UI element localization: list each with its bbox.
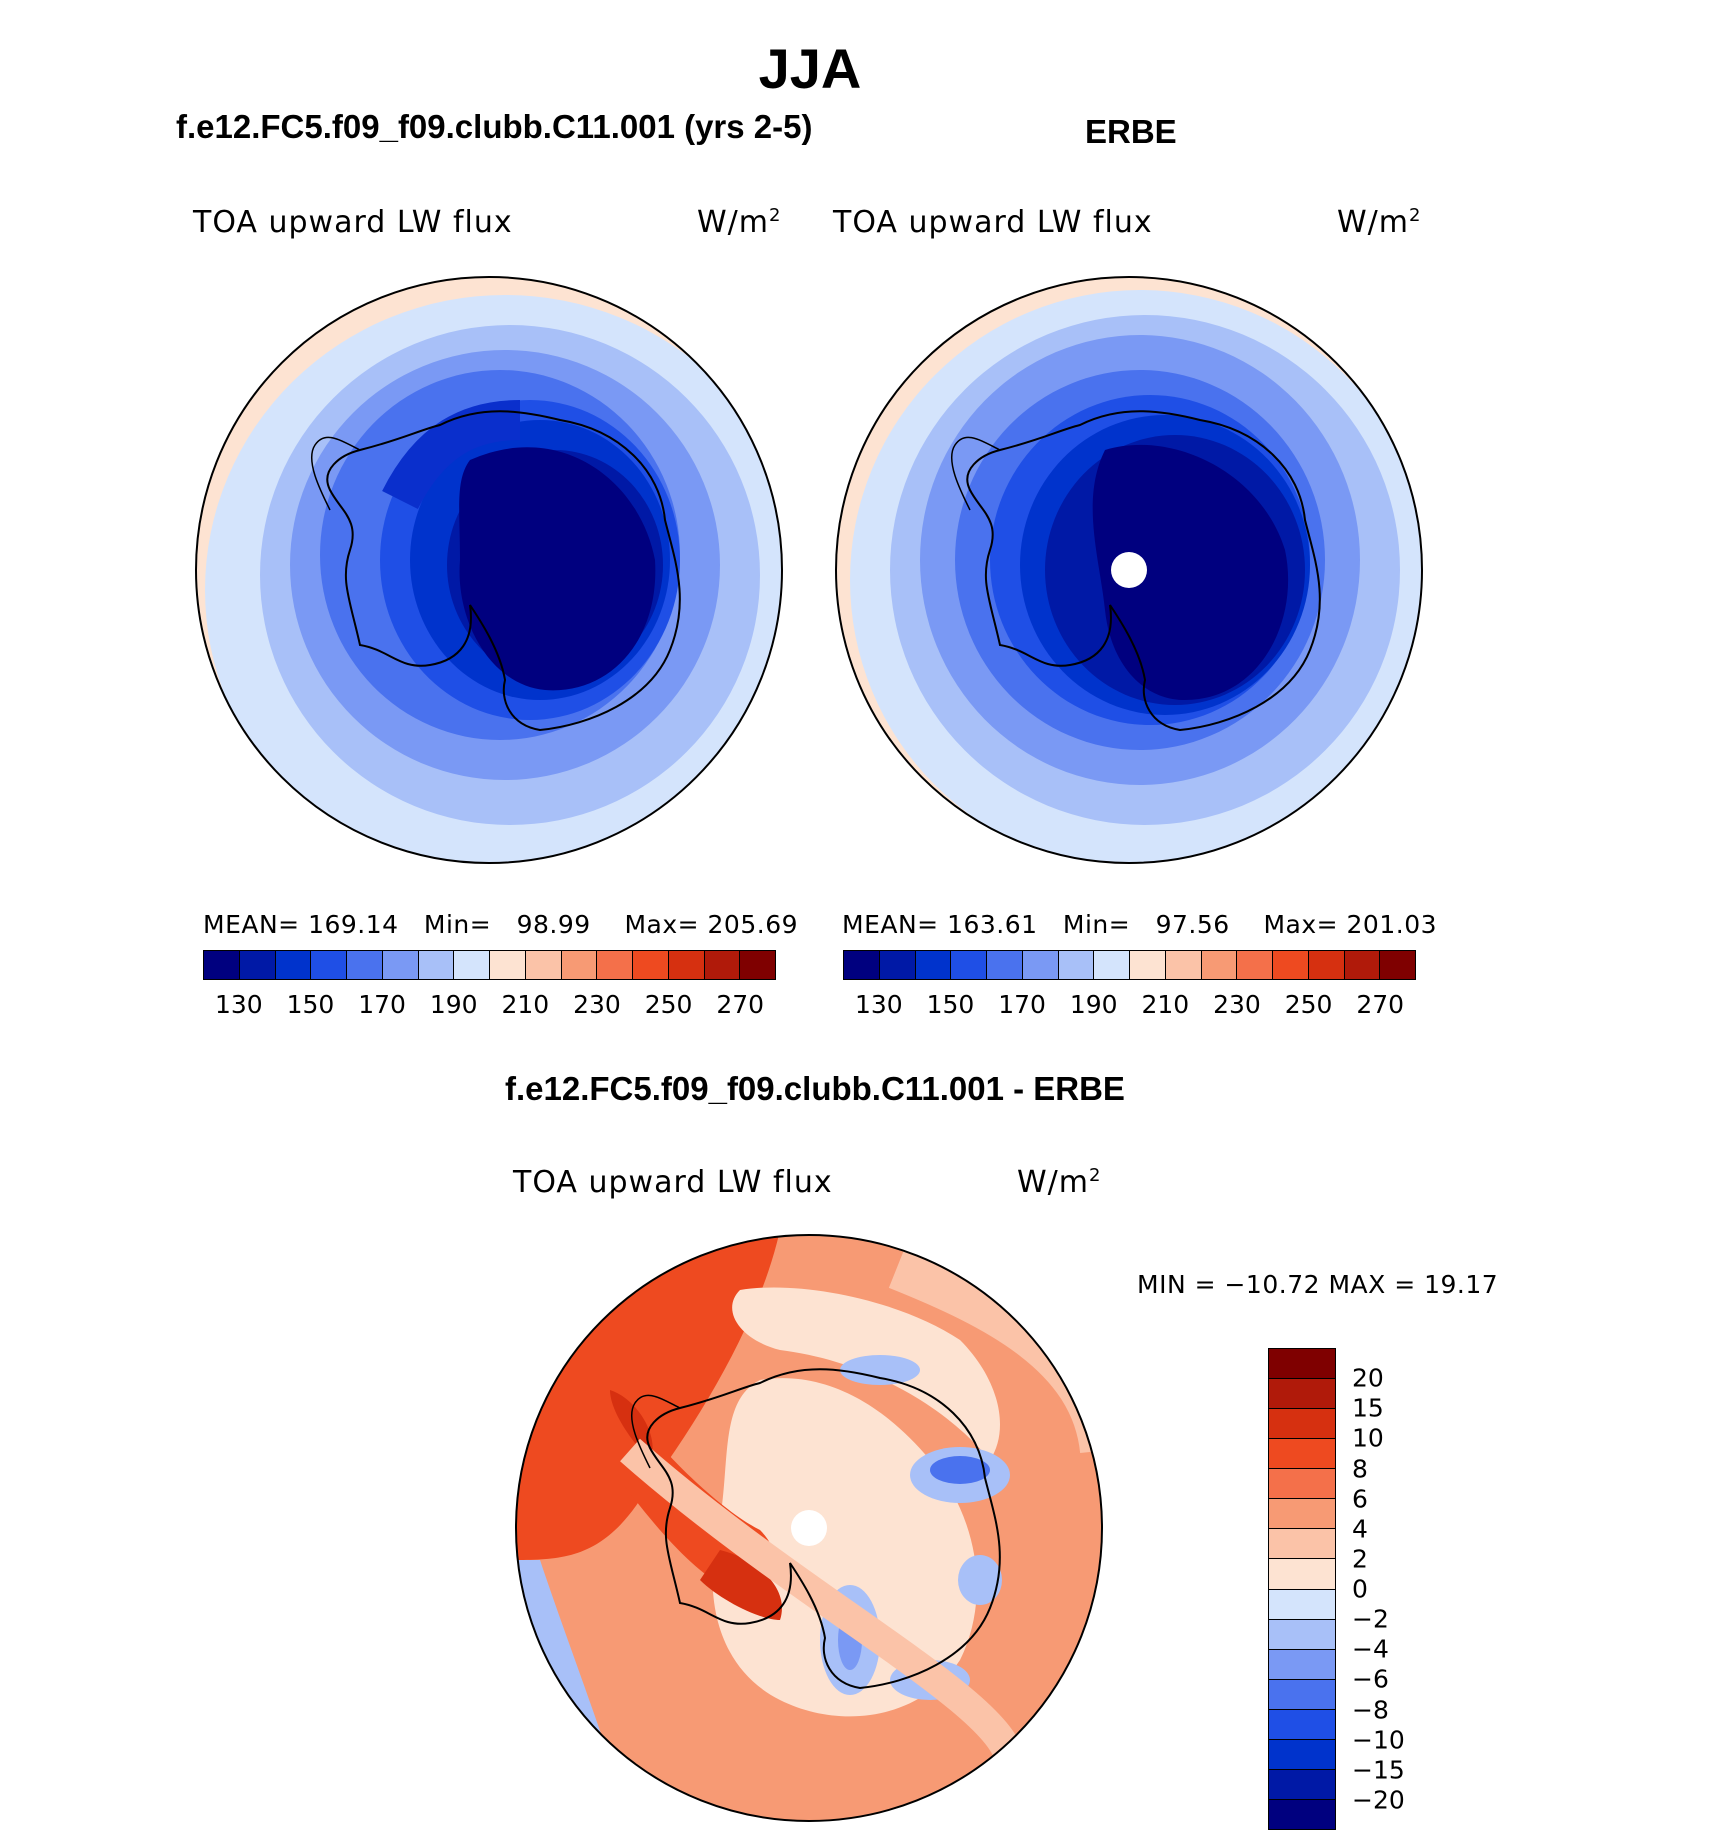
colorbar-swatch	[311, 951, 347, 979]
colorbar-swatch	[1269, 1619, 1335, 1650]
colorbar-tick-label: 210	[501, 990, 550, 1019]
colorbar-swatch	[844, 951, 880, 979]
obs-stats: MEAN= 163.61 Min= 97.56 Max= 201.03	[842, 910, 1438, 939]
colorbar-swatch	[1130, 951, 1166, 979]
colorbar-tick-label: 170	[358, 990, 406, 1019]
colorbar-swatch	[633, 951, 669, 979]
colorbar-swatch	[454, 951, 490, 979]
colorbar-swatch	[1058, 951, 1095, 979]
colorbar-swatch	[1269, 1709, 1335, 1740]
colorbar-swatch	[418, 951, 455, 979]
colorbar-tick-label: 250	[644, 990, 693, 1019]
colorbar-swatch	[597, 951, 633, 979]
colorbar-tick-label: 230	[1213, 990, 1261, 1019]
colorbar-tick-label: 150	[286, 990, 335, 1019]
colorbar-swatch	[1269, 1739, 1335, 1770]
obs-units-label: W/m2	[1337, 205, 1422, 240]
colorbar-swatch	[668, 951, 705, 979]
colorbar-swatch	[704, 951, 741, 979]
colorbar-tick-label: −10	[1352, 1725, 1405, 1755]
colorbar-tick-label: −2	[1352, 1604, 1389, 1634]
colorbar-swatch	[1273, 951, 1309, 979]
colorbar-swatch	[915, 951, 952, 979]
colorbar-swatch	[1269, 1529, 1335, 1560]
colorbar-tick-label: 10	[1352, 1423, 1384, 1453]
obs-panel-title: ERBE	[1085, 113, 1177, 150]
colorbar-tick-label: 130	[854, 990, 903, 1019]
colorbar-tick-label: 130	[214, 990, 263, 1019]
colorbar-tick-label: 0	[1352, 1574, 1368, 1604]
colorbar-swatch	[1269, 1379, 1335, 1410]
colorbar-swatch	[1344, 951, 1381, 979]
colorbar-swatch	[1269, 1499, 1335, 1530]
colorbar-swatch	[239, 951, 276, 979]
colorbar-tick-label: 190	[1069, 990, 1118, 1019]
colorbar-tick-label: 150	[926, 990, 975, 1019]
colorbar-tick-label: −8	[1352, 1695, 1389, 1724]
diff-variable-label: TOA upward LW flux	[513, 1165, 833, 1200]
model-colorbar	[203, 950, 776, 980]
colorbar-swatch	[1269, 1649, 1335, 1680]
diff-units-label: W/m2	[1017, 1165, 1102, 1200]
colorbar-swatch	[1269, 1559, 1335, 1590]
obs-colorbar	[843, 950, 1416, 980]
diff-minmax: MIN = −10.72 MAX = 19.17	[1137, 1270, 1499, 1299]
colorbar-swatch	[1269, 1769, 1335, 1800]
colorbar-tick-label: 15	[1352, 1393, 1384, 1423]
colorbar-tick-label: 8	[1352, 1454, 1368, 1483]
colorbar-tick-label: −6	[1352, 1664, 1389, 1694]
model-stats: MEAN= 169.14 Min= 98.99 Max= 205.69	[203, 910, 799, 939]
colorbar-swatch	[1165, 951, 1202, 979]
colorbar-swatch	[1269, 1439, 1335, 1470]
colorbar-swatch	[490, 951, 526, 979]
obs-variable-label: TOA upward LW flux	[833, 205, 1153, 240]
model-panel-title: f.e12.FC5.f09_f09.clubb.C11.001 (yrs 2-5…	[176, 108, 813, 145]
colorbar-tick-label: 270	[716, 990, 765, 1019]
colorbar-tick-label: 4	[1352, 1514, 1368, 1544]
colorbar-swatch	[1269, 1799, 1335, 1829]
colorbar-tick-label: 170	[998, 990, 1046, 1019]
colorbar-tick-label: 250	[1284, 990, 1333, 1019]
colorbar-swatch	[1269, 1679, 1335, 1710]
colorbar-swatch	[525, 951, 562, 979]
colorbar-swatch	[204, 951, 240, 979]
colorbar-swatch	[561, 951, 598, 979]
colorbar-tick-label: −4	[1352, 1634, 1389, 1664]
colorbar-swatch	[275, 951, 312, 979]
colorbar-tick-label: 6	[1352, 1484, 1368, 1514]
colorbar-tick-label: −20	[1352, 1785, 1405, 1815]
colorbar-swatch	[1094, 951, 1130, 979]
colorbar-swatch	[1269, 1409, 1335, 1440]
model-units-label: W/m2	[697, 205, 782, 240]
colorbar-tick-label: 210	[1141, 990, 1190, 1019]
colorbar-swatch	[879, 951, 916, 979]
colorbar-tick-label: −15	[1352, 1755, 1405, 1785]
model-polar-map	[196, 277, 782, 863]
colorbar-tick-label: 20	[1352, 1363, 1384, 1393]
colorbar-tick-label: 270	[1356, 990, 1405, 1019]
colorbar-swatch	[1237, 951, 1273, 979]
colorbar-tick-label: 190	[429, 990, 478, 1019]
diff-colorbar	[1268, 1348, 1336, 1830]
colorbar-swatch	[1269, 1349, 1335, 1380]
colorbar-swatch	[740, 951, 775, 979]
colorbar-swatch	[1022, 951, 1059, 979]
colorbar-swatch	[382, 951, 419, 979]
colorbar-swatch	[347, 951, 383, 979]
colorbar-tick-label: 230	[573, 990, 621, 1019]
figure-title: JJA	[758, 37, 862, 100]
colorbar-tick-label: 2	[1352, 1544, 1368, 1574]
colorbar-swatch	[1308, 951, 1345, 979]
colorbar-swatch	[1201, 951, 1238, 979]
colorbar-swatch	[987, 951, 1023, 979]
colorbar-swatch	[1269, 1589, 1335, 1620]
model-variable-label: TOA upward LW flux	[193, 205, 513, 240]
colorbar-swatch	[951, 951, 987, 979]
diff-panel-title: f.e12.FC5.f09_f09.clubb.C11.001 - ERBE	[505, 1070, 1125, 1107]
colorbar-swatch	[1380, 951, 1415, 979]
colorbar-swatch	[1269, 1469, 1335, 1500]
